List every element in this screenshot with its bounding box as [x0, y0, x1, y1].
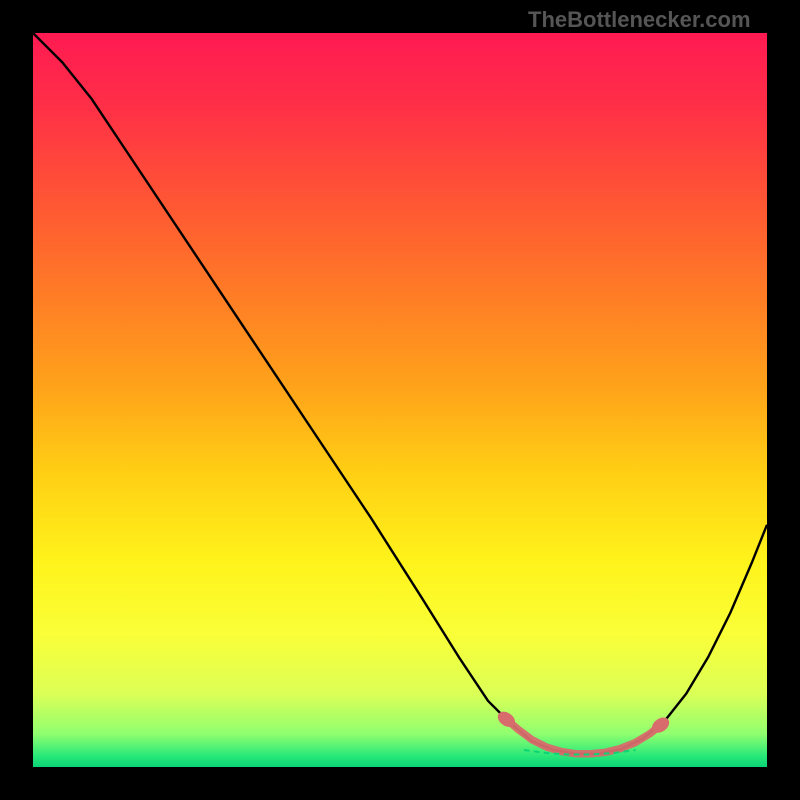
chart-area — [33, 33, 767, 767]
chart-background-gradient — [33, 33, 767, 767]
watermark-text: TheBottlenecker.com — [528, 7, 751, 33]
bottleneck-curve-chart — [33, 33, 767, 767]
